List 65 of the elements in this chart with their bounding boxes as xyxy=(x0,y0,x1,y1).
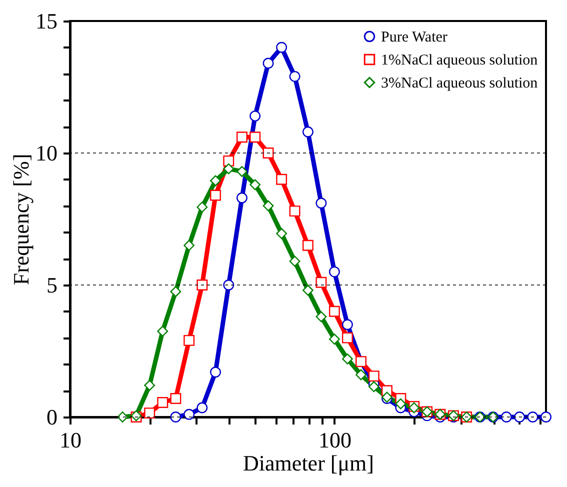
point xyxy=(144,408,156,419)
y-tick-label: 15 xyxy=(36,8,58,34)
point xyxy=(236,132,248,143)
point xyxy=(196,202,208,213)
point xyxy=(316,198,327,209)
point xyxy=(236,192,248,204)
x-tick-label: 100 xyxy=(318,428,352,452)
point xyxy=(302,284,314,296)
point xyxy=(289,70,300,82)
x-axis-title: Diameter [μm] xyxy=(243,450,374,476)
point xyxy=(250,179,261,190)
point xyxy=(342,353,353,364)
point xyxy=(262,58,274,69)
point xyxy=(302,126,314,138)
point xyxy=(289,206,300,217)
point xyxy=(276,42,288,53)
point xyxy=(196,280,208,290)
point xyxy=(262,200,274,212)
legend-label: 1%NaCl aqueous solution xyxy=(381,52,538,68)
point xyxy=(276,228,288,239)
point xyxy=(157,326,168,337)
legend-label: 3%NaCl aqueous solution xyxy=(381,76,538,92)
point xyxy=(210,190,221,201)
point xyxy=(157,397,168,408)
legend-label: Pure Water xyxy=(381,30,448,46)
point xyxy=(262,148,274,158)
point xyxy=(170,393,182,404)
point xyxy=(289,256,300,267)
y-tick-label: 10 xyxy=(36,140,58,166)
point xyxy=(328,266,340,278)
point xyxy=(117,412,128,422)
point xyxy=(223,280,234,290)
point xyxy=(223,155,234,166)
point xyxy=(210,366,221,378)
y-tick-label: 5 xyxy=(46,272,58,298)
point xyxy=(368,370,380,382)
point xyxy=(250,132,261,143)
y-tick-label: 0 xyxy=(46,404,58,430)
point xyxy=(210,175,221,186)
point xyxy=(184,408,195,420)
point xyxy=(316,311,327,322)
point xyxy=(184,334,195,346)
point xyxy=(250,110,261,122)
point xyxy=(184,240,195,251)
point xyxy=(342,332,353,344)
point xyxy=(527,412,538,422)
point xyxy=(395,398,406,410)
point xyxy=(356,369,366,380)
point xyxy=(514,412,525,422)
point xyxy=(144,380,156,391)
point xyxy=(276,174,288,185)
point xyxy=(170,286,182,298)
point xyxy=(328,334,340,345)
point xyxy=(223,163,234,174)
point xyxy=(328,306,340,317)
point xyxy=(368,381,380,392)
point xyxy=(342,319,353,330)
point xyxy=(196,402,208,414)
point xyxy=(540,412,552,422)
point xyxy=(236,166,248,177)
y-axis-title: Frequency [%] xyxy=(8,154,34,286)
point xyxy=(316,276,327,288)
point xyxy=(170,412,182,422)
point xyxy=(500,412,512,422)
point xyxy=(302,240,314,251)
